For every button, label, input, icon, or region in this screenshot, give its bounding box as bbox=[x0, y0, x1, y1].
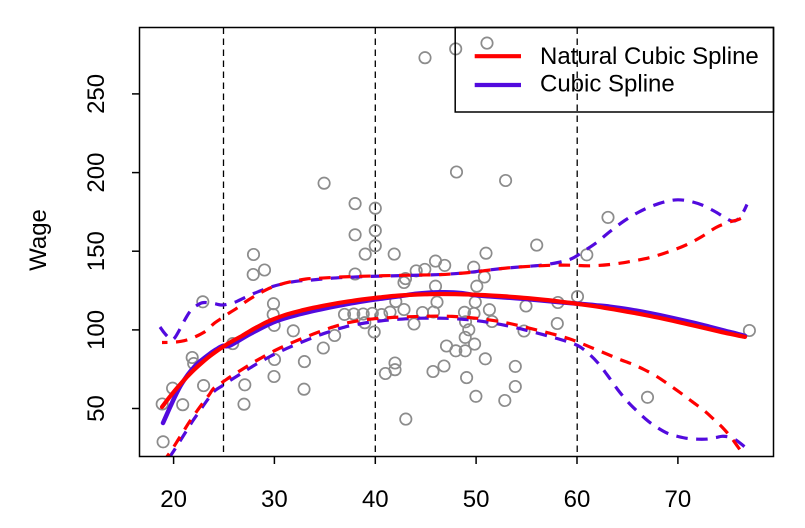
svg-text:50: 50 bbox=[463, 486, 490, 513]
svg-text:Wage: Wage bbox=[25, 209, 52, 271]
svg-text:Natural Cubic Spline: Natural Cubic Spline bbox=[540, 43, 759, 70]
svg-text:40: 40 bbox=[362, 486, 389, 513]
svg-text:50: 50 bbox=[83, 395, 110, 422]
svg-text:100: 100 bbox=[83, 310, 110, 350]
svg-text:70: 70 bbox=[665, 486, 692, 513]
svg-text:250: 250 bbox=[83, 74, 110, 114]
svg-text:200: 200 bbox=[83, 153, 110, 193]
svg-text:Cubic Spline: Cubic Spline bbox=[540, 70, 675, 97]
svg-text:60: 60 bbox=[564, 486, 591, 513]
svg-text:150: 150 bbox=[83, 231, 110, 271]
svg-text:30: 30 bbox=[261, 486, 288, 513]
svg-text:20: 20 bbox=[160, 486, 187, 513]
